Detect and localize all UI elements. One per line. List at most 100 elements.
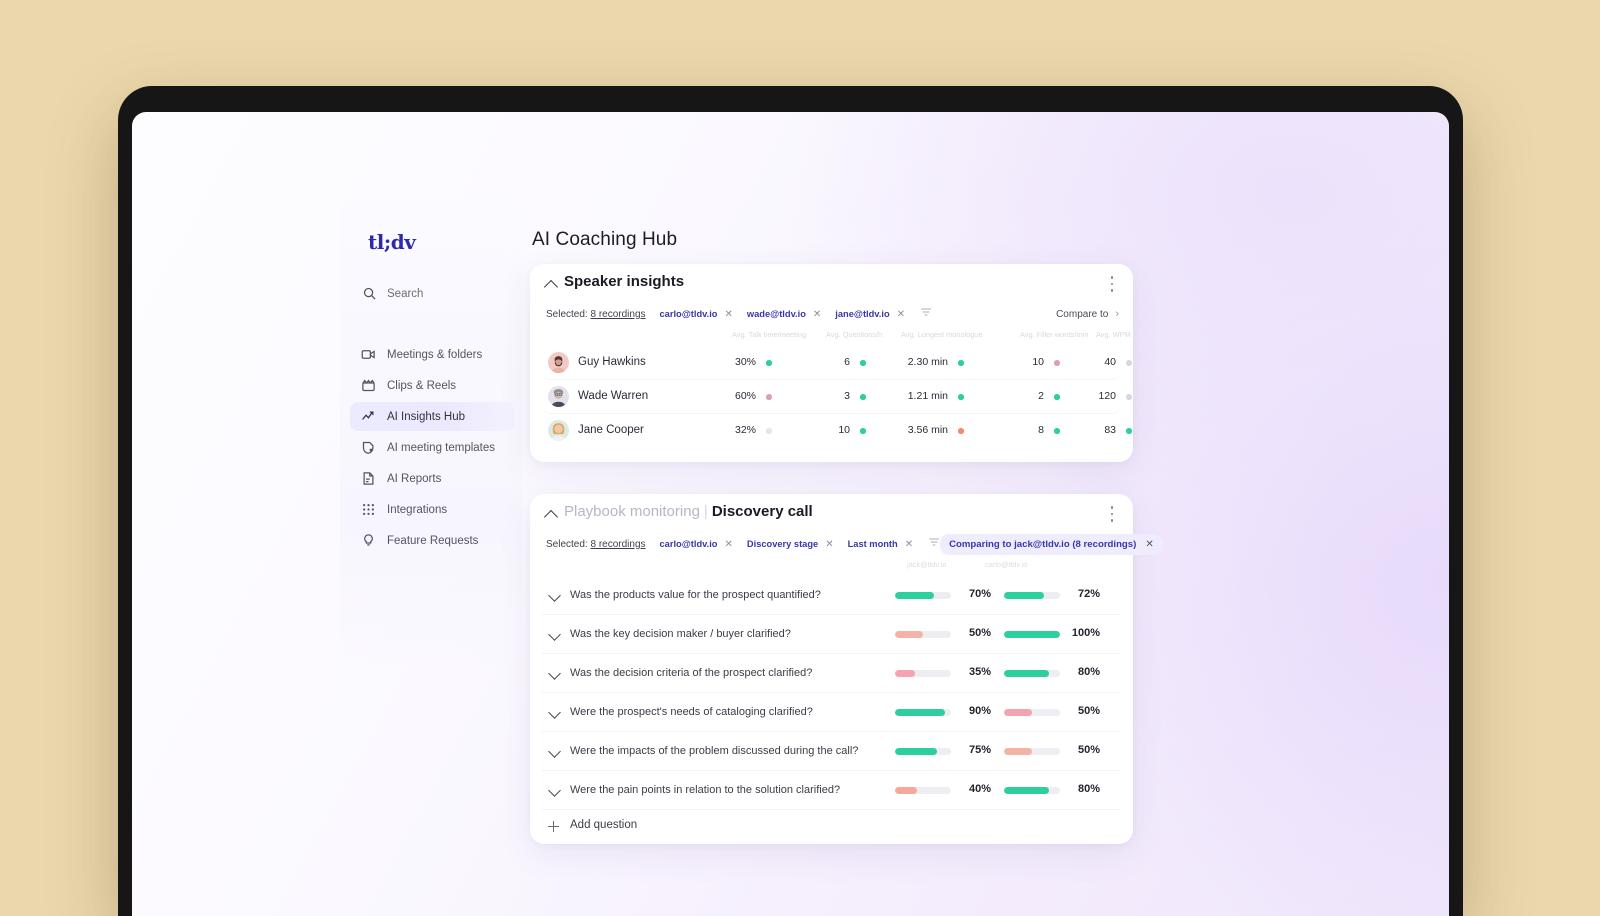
sidebar-item-feature-requests[interactable]: Feature Requests [350, 526, 514, 555]
status-dot [860, 360, 866, 366]
selected-count[interactable]: 8 recordings [590, 308, 646, 320]
table-row[interactable]: Wade Warren 60% 3 1.21 min 2 120 [542, 380, 1132, 414]
status-dot [958, 394, 964, 400]
collapse-chevron-icon[interactable] [543, 509, 559, 525]
metric-value: 32% [734, 424, 756, 436]
filter-icon[interactable] [920, 305, 932, 323]
clapperboard-icon [361, 378, 376, 393]
speaker-insights-header: Speaker insights [530, 264, 1133, 304]
expand-chevron-icon[interactable] [548, 706, 561, 719]
playbook-more-icon[interactable] [1105, 504, 1119, 524]
filter-chip-last-month[interactable]: Last month ✕ [847, 538, 914, 550]
metric-value: 6 [844, 356, 850, 368]
percent-jack: 40% [968, 783, 991, 795]
percent-carlo: 72% [1077, 588, 1100, 600]
column-header: Avg. Questions/h [826, 330, 883, 339]
question-row[interactable]: Were the prospect's needs of cataloging … [542, 693, 1121, 732]
app-logo[interactable]: tl;dv [368, 230, 416, 254]
selected-label: Selected: 8 recordings [546, 538, 646, 550]
add-question-button[interactable]: Add question [542, 810, 1121, 844]
laptop-frame: tl;dv Search [118, 86, 1463, 916]
filter-chip-carlo[interactable]: carlo@tldv.io ✕ [659, 538, 733, 550]
search-icon [362, 286, 377, 301]
avatar [548, 420, 569, 441]
table-row[interactable]: Jane Cooper 32% 10 3.56 min 8 83 [542, 414, 1132, 447]
status-dot [766, 360, 772, 366]
video-camera-icon [361, 347, 376, 362]
sidebar-item-meetings-folders[interactable]: Meetings & folders [350, 340, 514, 369]
progress-bar-jack [895, 787, 951, 794]
laptop-screen: tl;dv Search [132, 112, 1449, 916]
speaker-insights-title: Speaker insights [564, 273, 685, 290]
chip-remove-icon: ✕ [896, 308, 906, 320]
speaker-insights-columns: Avg. Talk time/meeting Avg. Questions/h … [530, 330, 1133, 344]
expand-chevron-icon[interactable] [548, 784, 561, 797]
expand-chevron-icon[interactable] [548, 745, 561, 758]
close-icon: ✕ [1145, 538, 1154, 550]
percent-jack: 70% [968, 588, 991, 600]
progress-bar-carlo [1004, 592, 1060, 599]
filter-icon[interactable] [928, 535, 940, 553]
expand-chevron-icon[interactable] [548, 589, 561, 602]
comparing-to-pill[interactable]: Comparing to jack@tldv.io (8 recordings)… [940, 533, 1163, 555]
question-row[interactable]: Were the impacts of the problem discusse… [542, 732, 1121, 771]
sidebar-item-label: Integrations [387, 503, 448, 516]
filter-chip-wade[interactable]: wade@tldv.io ✕ [746, 308, 822, 320]
sidebar-item-ai-reports[interactable]: AI Reports [350, 464, 514, 493]
status-dot [1126, 428, 1132, 434]
filter-chip-jane[interactable]: jane@tldv.io ✕ [835, 308, 906, 320]
selected-count[interactable]: 8 recordings [590, 538, 646, 550]
expand-chevron-icon[interactable] [548, 628, 561, 641]
sidebar-item-ai-insights-hub[interactable]: AI Insights Hub [350, 402, 514, 431]
column-header: Avg. Longest monologue [901, 330, 983, 339]
speaker-insights-rows: Guy Hawkins 30% 6 2.30 min 10 40 [542, 346, 1132, 447]
chip-remove-icon: ✕ [904, 538, 914, 550]
metric-value: 2.30 min [907, 356, 948, 368]
progress-bar-jack [895, 631, 951, 638]
question-text: Were the impacts of the problem discusse… [570, 745, 859, 757]
sidebar-item-integrations[interactable]: Integrations [350, 495, 514, 524]
status-dot [1126, 394, 1132, 400]
chip-remove-icon: ✕ [724, 538, 733, 550]
playbook-question-rows: Was the products value for the prospect … [542, 576, 1121, 844]
filter-chip-carlo[interactable]: carlo@tldv.io ✕ [659, 308, 733, 320]
template-shield-icon [361, 440, 376, 455]
lightbulb-icon [361, 533, 376, 548]
grid-dots-icon [361, 502, 376, 517]
filter-chip-discovery-stage[interactable]: Discovery stage ✕ [746, 538, 834, 550]
selected-label: Selected: 8 recordings [546, 308, 646, 320]
plus-icon [548, 821, 559, 832]
sidebar-item-ai-meeting-templates[interactable]: AI meeting templates [350, 433, 514, 462]
question-row[interactable]: Was the products value for the prospect … [542, 576, 1121, 615]
table-row[interactable]: Guy Hawkins 30% 6 2.30 min 10 40 [542, 346, 1132, 380]
percent-carlo: 50% [1077, 705, 1100, 717]
percent-carlo: 80% [1077, 666, 1100, 678]
question-text: Were the prospect's needs of cataloging … [570, 706, 813, 718]
compare-to-button[interactable]: Compare to › [1056, 308, 1119, 320]
metric-value: 3.56 min [907, 424, 948, 436]
speaker-insights-more-icon[interactable] [1105, 274, 1119, 294]
report-document-icon [361, 471, 376, 486]
status-dot [860, 428, 866, 434]
percent-jack: 50% [968, 627, 991, 639]
playbook-title: Playbook monitoring | Discovery call [564, 503, 813, 520]
question-row[interactable]: Were the pain points in relation to the … [542, 771, 1121, 810]
expand-chevron-icon[interactable] [548, 667, 561, 680]
question-text: Were the pain points in relation to the … [570, 784, 841, 796]
sidebar-item-label: AI meeting templates [387, 441, 496, 454]
status-dot [958, 360, 964, 366]
status-dot [1054, 394, 1060, 400]
chevron-right-icon: › [1115, 308, 1119, 320]
collapse-chevron-icon[interactable] [543, 279, 559, 295]
question-row[interactable]: Was the decision criteria of the prospec… [542, 654, 1121, 693]
sidebar-nav: Meetings & folders Clips & Reels [350, 340, 514, 557]
chip-remove-icon: ✕ [812, 308, 822, 320]
metric-value: 1.21 min [907, 390, 948, 402]
search-input[interactable]: Search [362, 286, 423, 301]
question-row[interactable]: Was the key decision maker / buyer clari… [542, 615, 1121, 654]
percent-carlo: 100% [1071, 627, 1100, 639]
status-dot [766, 428, 772, 434]
sidebar-item-label: Feature Requests [387, 534, 479, 547]
question-text: Was the products value for the prospect … [570, 589, 821, 601]
sidebar-item-clips-reels[interactable]: Clips & Reels [350, 371, 514, 400]
